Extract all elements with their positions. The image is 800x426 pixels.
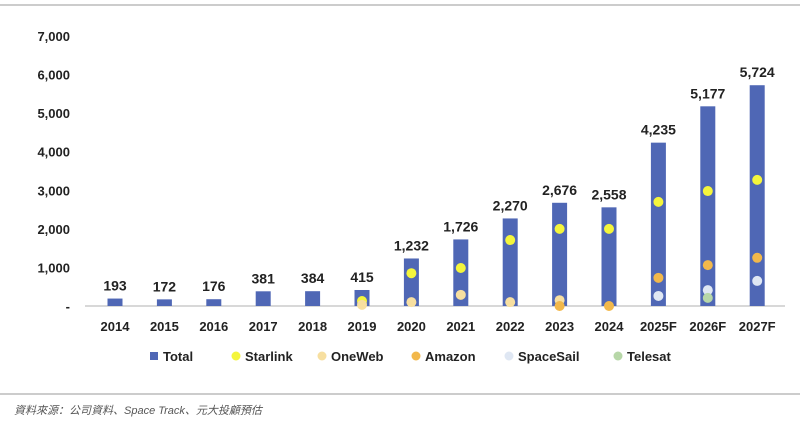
data-label: 2,270 <box>493 197 528 213</box>
bar-total <box>107 298 123 306</box>
point-starlink <box>406 268 417 279</box>
legend-label: SpaceSail <box>518 349 579 364</box>
y-tick-label: 7,000 <box>37 29 70 44</box>
data-label: 4,235 <box>641 122 676 138</box>
point-oneweb <box>505 297 516 308</box>
bar-total <box>206 299 222 306</box>
point-starlink <box>752 174 763 185</box>
x-tick-label: 2019 <box>348 319 377 334</box>
point-oneweb <box>455 289 466 300</box>
legend-marker <box>613 351 623 361</box>
bar-total <box>552 202 568 306</box>
x-tick-label: 2023 <box>545 319 574 334</box>
legend-marker <box>411 351 421 361</box>
bar-total <box>601 207 617 306</box>
data-label: 1,726 <box>443 218 478 234</box>
x-tick-label: 2015 <box>150 319 179 334</box>
y-tick-label: 1,000 <box>37 260 70 275</box>
y-tick-label: 6,000 <box>37 68 70 83</box>
point-telesat <box>702 292 713 303</box>
legend-marker <box>317 351 327 361</box>
y-tick-label: 5,000 <box>37 106 70 121</box>
bar-total <box>156 299 172 306</box>
point-starlink <box>702 186 713 197</box>
bar-total <box>749 85 765 307</box>
x-tick-label: 2024 <box>595 319 625 334</box>
point-oneweb <box>406 297 417 308</box>
point-amazon <box>554 301 565 311</box>
source-note: 資料來源：公司資料、Space Track、元大投顧預估 <box>14 405 262 417</box>
data-label: 5,177 <box>690 85 725 101</box>
bar-total <box>255 291 271 306</box>
point-starlink <box>455 263 466 274</box>
data-label: 176 <box>202 278 226 294</box>
point-starlink <box>505 235 516 246</box>
point-spacesail <box>702 285 713 296</box>
x-tick-label: 2016 <box>199 319 228 334</box>
point-amazon <box>653 272 664 283</box>
point-starlink <box>604 223 614 234</box>
legend-marker <box>504 351 514 361</box>
bar-total <box>650 142 666 306</box>
data-label: 2,558 <box>591 186 626 202</box>
data-label: 1,232 <box>394 237 429 253</box>
point-starlink <box>554 223 565 234</box>
legend-label: Telesat <box>627 349 672 364</box>
point-amazon <box>604 301 614 311</box>
bar-total <box>502 218 518 306</box>
x-tick-label: 2026F <box>689 319 726 334</box>
point-spacesail <box>653 290 664 301</box>
legend-label: OneWeb <box>331 349 384 364</box>
legend-marker <box>231 351 241 361</box>
data-label: 193 <box>103 278 127 294</box>
bar-total <box>305 291 321 306</box>
point-amazon <box>702 260 713 271</box>
legend-marker <box>150 352 158 360</box>
y-tick-label: 4,000 <box>37 145 70 160</box>
x-tick-label: 2020 <box>397 319 426 334</box>
x-tick-label: 2027F <box>739 319 776 334</box>
data-label: 2,676 <box>542 182 577 198</box>
data-label: 381 <box>252 270 276 286</box>
point-starlink <box>653 196 664 207</box>
data-label: 172 <box>153 278 177 294</box>
bar-total <box>700 106 716 307</box>
x-tick-label: 2017 <box>249 319 278 334</box>
x-tick-label: 2018 <box>298 319 327 334</box>
data-label: 5,724 <box>740 64 775 80</box>
data-label: 384 <box>301 270 325 286</box>
data-label: 415 <box>350 269 374 285</box>
point-amazon <box>752 252 763 263</box>
x-tick-label: 2021 <box>446 319 475 334</box>
legend-label: Starlink <box>245 349 293 364</box>
x-tick-label: 2025F <box>640 319 677 334</box>
y-tick-label: 2,000 <box>37 222 70 237</box>
x-tick-label: 2022 <box>496 319 525 334</box>
y-tick-label: 3,000 <box>37 183 70 198</box>
x-tick-label: 2014 <box>101 319 131 334</box>
legend-label: Amazon <box>425 349 476 364</box>
point-oneweb <box>357 299 367 310</box>
point-spacesail <box>752 275 763 286</box>
legend-label: Total <box>163 349 193 364</box>
y-tick-label: - <box>66 299 70 314</box>
